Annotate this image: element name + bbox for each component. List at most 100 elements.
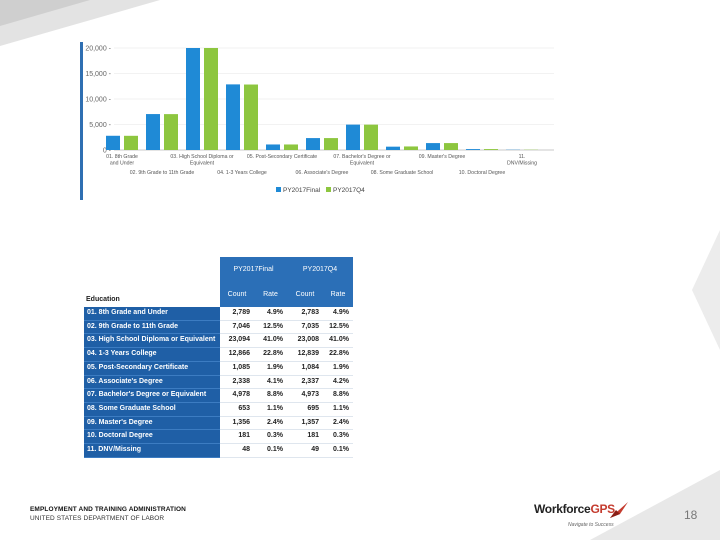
row-label: 05. Post-Secondary Certificate	[84, 361, 220, 376]
education-bar-chart: 20,000 - 15,000 - 10,000 - 5,000 - 0 -01. 8t…	[85, 46, 554, 194]
legend-swatch	[276, 187, 281, 192]
workforcegps-logo: WorkforceGPS Navigate to Success	[534, 500, 628, 528]
cell-rate-q4: 4.2%	[323, 375, 353, 390]
cell-count-final: 2,338	[220, 375, 254, 390]
table-row: 03. High School Diploma or Equivalent 23,…	[84, 333, 353, 349]
x-category-label: Equivalent	[350, 161, 375, 167]
x-category-label: 04. 1-3 Years College	[217, 170, 267, 176]
row-label: 09. Master's Degree	[84, 416, 220, 431]
row-header: Education	[84, 257, 220, 307]
bar-py2017q4	[164, 114, 178, 150]
cell-rate-q4: 22.8%	[323, 347, 353, 362]
page-number: 18	[684, 508, 698, 522]
bar-py2017final	[226, 84, 240, 150]
x-category-label: 10. Doctoral Degree	[459, 170, 506, 176]
compass-arrow-icon	[610, 502, 628, 518]
bar-py2017q4	[284, 144, 298, 150]
cell-count-final: 1,085	[220, 361, 254, 376]
row-label: 02. 9th Grade to 11th Grade	[84, 320, 220, 335]
cell-count-q4: 7,035	[287, 320, 323, 335]
x-category-label: DNV/Missing	[507, 161, 537, 167]
legend-label: PY2017Q4	[333, 187, 365, 194]
row-label: 11. DNV/Missing	[84, 443, 220, 458]
table-row: 08. Some Graduate School 653 1.1% 695 1.1%	[84, 402, 353, 417]
decor-corner-top-left-inner	[0, 0, 90, 26]
cell-rate-q4: 1.9%	[323, 361, 353, 376]
x-category-label: 07. Bachelor's Degree or	[333, 154, 390, 160]
sub-header-rate: Rate	[323, 283, 353, 307]
cell-rate-q4: 2.4%	[323, 416, 353, 431]
agency-line-2: UNITED STATES DEPARTMENT OF LABOR	[30, 515, 165, 522]
logo-tagline: Navigate to Success	[568, 522, 614, 528]
cell-rate-final: 4.9%	[254, 307, 287, 321]
cell-count-final: 4,978	[220, 388, 254, 403]
bar-py2017final	[306, 138, 320, 150]
group-header-final: PY2017Final	[220, 257, 287, 283]
cell-count-q4: 695	[287, 402, 323, 417]
cell-rate-q4: 8.8%	[323, 388, 353, 403]
cell-count-final: 7,046	[220, 320, 254, 335]
x-category-label: 09. Master's Degree	[419, 154, 466, 160]
agency-line-1: EMPLOYMENT AND TRAINING ADMINISTRATION	[30, 506, 186, 513]
cell-count-final: 1,356	[220, 416, 254, 431]
sub-header-count: Count	[220, 283, 254, 307]
cell-rate-final: 41.0%	[254, 333, 287, 349]
row-label: 06. Associate's Degree	[84, 375, 220, 390]
bar-py2017final	[106, 135, 120, 150]
x-category-label: 01. 8th Grade	[106, 154, 138, 160]
cell-rate-q4: 0.1%	[323, 443, 353, 458]
table-row: 06. Associate's Degree 2,338 4.1% 2,337 4.2%	[84, 375, 353, 390]
x-category-label: 08. Some Graduate School	[371, 170, 434, 176]
sub-header-count: Count	[287, 283, 323, 307]
x-category-label: 11.	[519, 154, 526, 160]
bar-py2017final	[186, 48, 200, 150]
bar-py2017q4	[204, 48, 218, 150]
x-category-label: 06. Associate's Degree	[296, 170, 349, 176]
x-category-label: 02. 9th Grade to 11th Grade	[130, 170, 195, 176]
row-label: 10. Doctoral Degree	[84, 429, 220, 445]
cell-rate-final: 8.8%	[254, 388, 287, 403]
y-tick-label: 10,000 -	[85, 97, 111, 104]
decor-corner-bottom-right	[590, 470, 720, 540]
bar-py2017final	[266, 144, 280, 150]
table-row: 10. Doctoral Degree 181 0.3% 181 0.3%	[84, 429, 353, 445]
x-category-label: 03. High School Diploma or	[170, 154, 233, 160]
bar-py2017final	[426, 143, 440, 150]
row-label: 01. 8th Grade and Under	[84, 307, 220, 321]
x-category-label: 05. Post-Secondary Certificate	[247, 154, 317, 160]
bar-py2017final	[346, 124, 360, 150]
cell-count-final: 181	[220, 429, 254, 445]
x-category-label: Equivalent	[190, 161, 215, 167]
legend-label: PY2017Final	[283, 187, 321, 194]
bar-py2017q4	[124, 135, 138, 150]
cell-count-q4: 12,839	[287, 347, 323, 362]
cell-rate-q4: 0.3%	[323, 429, 353, 445]
bar-py2017q4	[364, 124, 378, 150]
cell-count-final: 23,094	[220, 333, 254, 349]
cell-rate-final: 0.3%	[254, 429, 287, 445]
cell-rate-final: 2.4%	[254, 416, 287, 431]
bar-py2017final	[146, 114, 160, 150]
cell-rate-q4: 12.5%	[323, 320, 353, 335]
decor-right-edge	[692, 230, 720, 350]
cell-count-final: 653	[220, 402, 254, 417]
table-row: 07. Bachelor's Degree or Equivalent 4,978…	[84, 388, 353, 403]
cell-count-final: 2,789	[220, 307, 254, 321]
chart-left-border	[80, 42, 83, 200]
sub-header-rate: Rate	[254, 283, 287, 307]
cell-rate-final: 12.5%	[254, 320, 287, 335]
cell-rate-q4: 1.1%	[323, 402, 353, 417]
cell-rate-q4: 41.0%	[323, 333, 353, 349]
cell-rate-final: 4.1%	[254, 375, 287, 390]
cell-rate-final: 1.9%	[254, 361, 287, 376]
table-body: 01. 8th Grade and Under 2,789 4.9% 2,783 4.9…	[84, 307, 353, 458]
cell-count-q4: 1,357	[287, 416, 323, 431]
cell-count-q4: 2,783	[287, 307, 323, 321]
bar-py2017final	[386, 146, 400, 150]
cell-count-q4: 1,084	[287, 361, 323, 376]
cell-rate-final: 0.1%	[254, 443, 287, 458]
group-header-q4: PY2017Q4	[287, 257, 353, 283]
y-tick-label: 15,000 -	[85, 71, 111, 78]
row-label: 03. High School Diploma or Equivalent	[84, 333, 220, 349]
bar-py2017q4	[324, 138, 338, 150]
